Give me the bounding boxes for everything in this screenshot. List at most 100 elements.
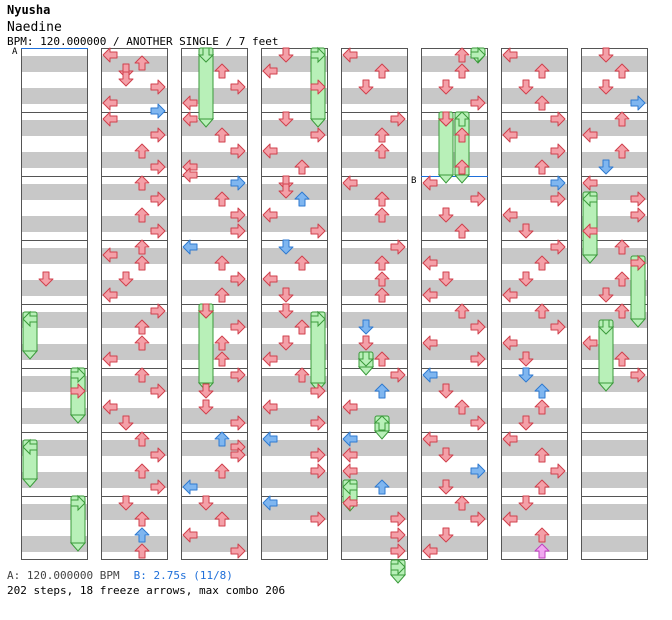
stripe [101, 312, 168, 328]
stripe [261, 248, 328, 264]
stripe [21, 312, 88, 328]
bpm-legend: A: 120.000000 BPM B: 2.75s (11/8) [7, 569, 233, 582]
step-arrow-d [278, 239, 294, 255]
step-arrow-u [134, 55, 150, 71]
step-arrow-d [598, 47, 614, 63]
step-arrow-l [342, 47, 358, 63]
step-arrow-u [614, 63, 630, 79]
step-arrow-u [454, 399, 470, 415]
stripe [341, 248, 408, 264]
step-arrow-u [134, 175, 150, 191]
step-arrow-u [294, 367, 310, 383]
step-arrow-d [198, 399, 214, 415]
stripe [581, 440, 648, 456]
step-arrow-r [390, 511, 406, 527]
step-arrow-u [294, 191, 310, 207]
step-arrow-u [214, 335, 230, 351]
freeze-head [342, 478, 358, 496]
step-arrow-d [278, 335, 294, 351]
step-arrow-d [438, 111, 454, 127]
step-arrow-r [150, 191, 166, 207]
step-arrow-r [150, 159, 166, 175]
freeze-tail [453, 174, 471, 184]
step-arrow-u [134, 239, 150, 255]
stripe [181, 88, 248, 104]
step-arrow-d [598, 159, 614, 175]
freeze-head [597, 319, 615, 335]
step-arrow-l [422, 543, 438, 559]
step-arrow-d [518, 79, 534, 95]
step-arrow-d [118, 271, 134, 287]
freeze-head [373, 415, 391, 431]
step-arrow-u [454, 495, 470, 511]
column-border [341, 48, 408, 560]
step-arrow-u [134, 463, 150, 479]
stripe [421, 280, 488, 296]
freeze-head [582, 190, 598, 208]
stripe [501, 376, 568, 392]
stripe [501, 344, 568, 360]
step-arrow-l [102, 247, 118, 263]
freeze-head [22, 310, 38, 328]
step-arrow-d [438, 271, 454, 287]
step-arrow-r [550, 175, 566, 191]
stripe [21, 56, 88, 72]
step-arrow-r [630, 207, 646, 223]
step-arrow-u [534, 447, 550, 463]
step-arrow-d [38, 271, 54, 287]
step-arrow-r [470, 463, 486, 479]
stripe [261, 280, 328, 296]
step-arrow-u [534, 479, 550, 495]
step-arrow-r [310, 447, 326, 463]
step-arrow-u [134, 335, 150, 351]
stripe [341, 88, 408, 104]
step-arrow-l [422, 367, 438, 383]
freeze-head [310, 46, 326, 64]
stripe [581, 376, 648, 392]
step-arrow-d [358, 335, 374, 351]
stripe [101, 56, 168, 72]
step-arrow-l [102, 399, 118, 415]
stripe [501, 120, 568, 136]
stripe [21, 120, 88, 136]
step-arrow-r [630, 255, 646, 271]
stripe [21, 88, 88, 104]
step-arrow-r [230, 175, 246, 191]
step-arrow-l [582, 175, 598, 191]
step-arrow-r [390, 367, 406, 383]
step-arrow-d [358, 319, 374, 335]
stripe [341, 440, 408, 456]
step-arrow-l [262, 63, 278, 79]
step-arrow-u [614, 111, 630, 127]
step-arrow-u [374, 127, 390, 143]
stripe [181, 504, 248, 520]
step-arrow-l [262, 495, 278, 511]
stripe [341, 472, 408, 488]
freeze-tail [21, 478, 39, 488]
stripe [501, 440, 568, 456]
stripe [21, 472, 88, 488]
step-arrow-l [262, 271, 278, 287]
step-arrow-u [374, 207, 390, 223]
step-arrow-l [502, 47, 518, 63]
step-arrow-l [582, 335, 598, 351]
step-arrow-u [374, 479, 390, 495]
step-arrow-r [310, 463, 326, 479]
stripe [341, 376, 408, 392]
step-arrow-d [118, 71, 134, 87]
step-arrow-u [534, 159, 550, 175]
step-arrow-u [614, 271, 630, 287]
step-arrow-r [390, 543, 406, 559]
step-arrow-d [598, 287, 614, 303]
step-arrow-u [534, 543, 550, 559]
step-arrow-r [230, 271, 246, 287]
step-arrow-u [534, 303, 550, 319]
step-arrow-d [278, 47, 294, 63]
step-arrow-r [470, 319, 486, 335]
step-arrow-l [342, 463, 358, 479]
step-arrow-u [454, 47, 470, 63]
step-arrow-u [374, 287, 390, 303]
step-arrow-u [134, 143, 150, 159]
step-arrow-u [374, 143, 390, 159]
step-arrow-u [454, 63, 470, 79]
